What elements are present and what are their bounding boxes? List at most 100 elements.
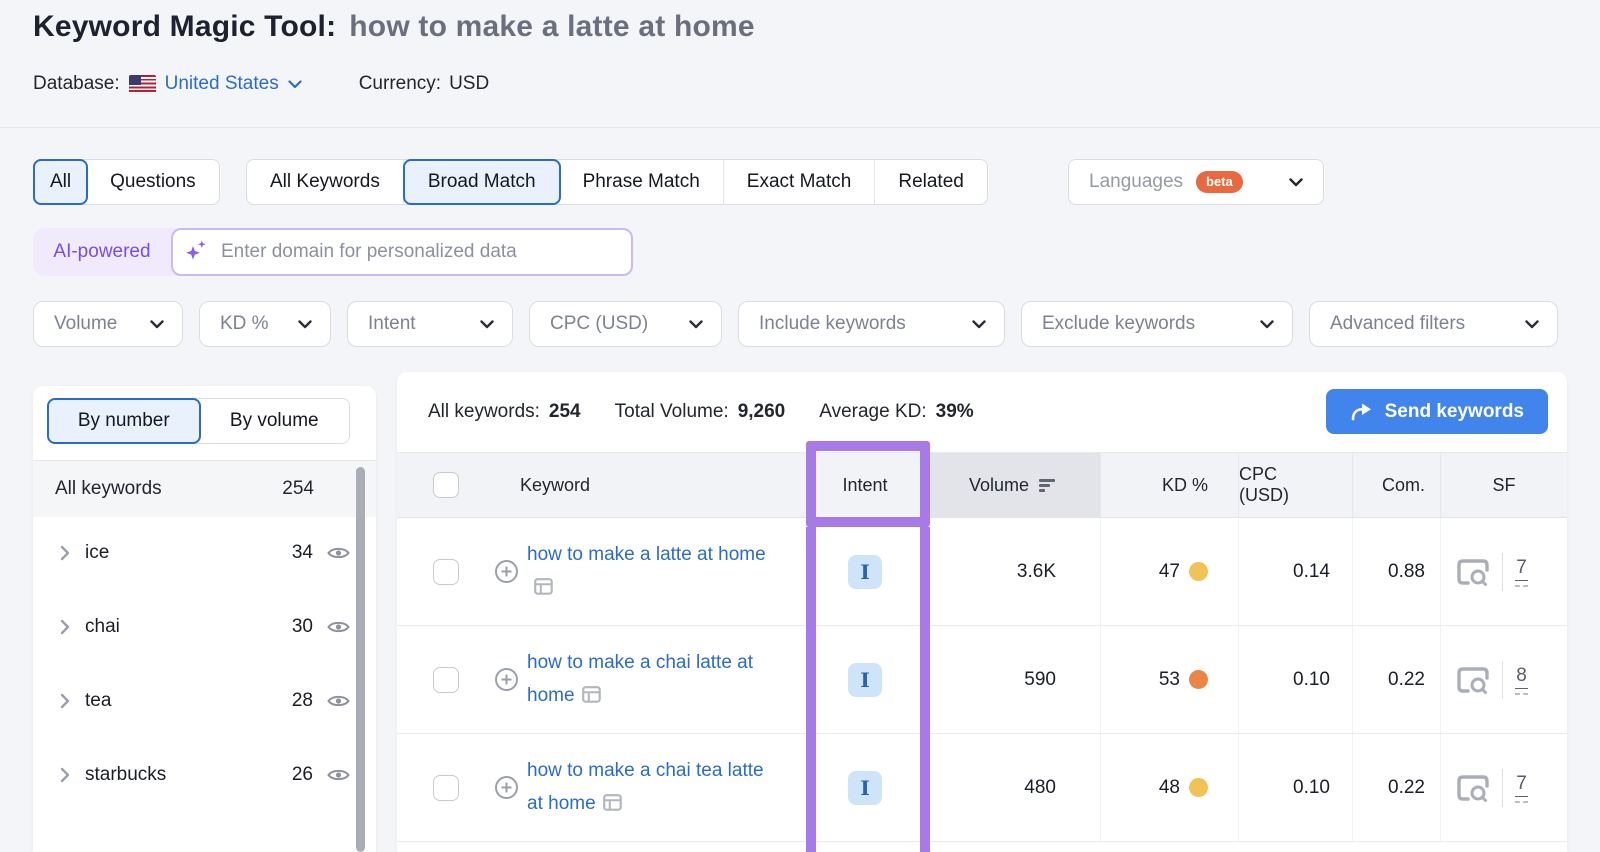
- match-tab-group: All Keywords Broad Match Phrase Match Ex…: [246, 159, 988, 205]
- dashed-underline: [1515, 800, 1528, 803]
- chevron-right-icon[interactable]: [60, 619, 70, 635]
- send-arrow-icon: [1351, 403, 1371, 421]
- keyword-link[interactable]: how to make a latte at home: [527, 543, 766, 565]
- keyword-groups-sidebar: By number By volume All keywords 254 ice…: [33, 386, 376, 852]
- kd-value: 48: [1100, 734, 1238, 841]
- toggle-by-volume[interactable]: By volume: [229, 410, 319, 431]
- serp-features-icon[interactable]: [1456, 773, 1490, 803]
- cpc-value: 0.10: [1238, 626, 1352, 733]
- ai-powered-bar: AI-powered: [33, 228, 633, 276]
- volume-value: 480: [1024, 776, 1056, 798]
- cpc-value: 0.14: [1238, 518, 1352, 625]
- eye-icon[interactable]: [327, 693, 350, 709]
- eye-icon[interactable]: [327, 545, 350, 561]
- header-com: Com.: [1352, 453, 1440, 517]
- tab-exact-match[interactable]: Exact Match: [724, 160, 876, 204]
- group-count: 34: [291, 542, 313, 563]
- row-checkbox[interactable]: [433, 666, 459, 693]
- filter-advanced[interactable]: Advanced filters: [1309, 301, 1558, 347]
- chevron-down-icon: [298, 319, 312, 328]
- ai-powered-label: AI-powered: [53, 241, 151, 262]
- tab-all-keywords[interactable]: All Keywords: [247, 160, 404, 204]
- select-all-checkbox[interactable]: [433, 472, 459, 498]
- cpc-value: 0.10: [1238, 734, 1352, 841]
- kd-difficulty-dot: [1189, 670, 1208, 689]
- tab-phrase-match[interactable]: Phrase Match: [560, 160, 724, 204]
- sidebar-item-all-keywords[interactable]: All keywords 254: [33, 461, 376, 517]
- eye-icon[interactable]: [327, 767, 350, 783]
- com-value: 0.22: [1352, 626, 1440, 733]
- serp-features-icon[interactable]: [1456, 557, 1490, 587]
- chevron-down-icon: [1260, 319, 1274, 328]
- cell-divider: [1502, 768, 1503, 807]
- serp-snapshot-icon[interactable]: [534, 573, 553, 606]
- chevron-right-icon[interactable]: [60, 545, 70, 561]
- currency-value: USD: [449, 73, 490, 94]
- add-keyword-icon[interactable]: [494, 775, 519, 800]
- send-keywords-button[interactable]: Send keywords: [1325, 389, 1548, 434]
- domain-input[interactable]: [171, 228, 633, 276]
- header-volume[interactable]: Volume: [930, 453, 1100, 517]
- intent-badge: I: [848, 770, 882, 805]
- filter-include-keywords[interactable]: Include keywords: [738, 301, 1005, 347]
- toggle-by-number[interactable]: By number: [47, 398, 201, 444]
- chevron-down-icon: [288, 79, 302, 88]
- cell-divider: [1502, 552, 1503, 591]
- kd-value: 53: [1100, 626, 1238, 733]
- database-label: Database:: [33, 73, 120, 94]
- sidebar-item-starbucks[interactable]: starbucks 26: [33, 753, 376, 797]
- sf-count-link[interactable]: 7: [1515, 557, 1528, 587]
- database-row: Database: United States Currency: USD: [33, 70, 489, 98]
- database-selector[interactable]: United States: [128, 73, 302, 95]
- tab-related[interactable]: Related: [898, 171, 964, 192]
- us-flag-icon: [128, 74, 156, 94]
- keyword-link[interactable]: how to make a chai tea latte at home: [527, 759, 764, 814]
- keyword-link[interactable]: how to make a chai latte at home: [527, 651, 754, 706]
- filter-volume[interactable]: Volume: [33, 301, 183, 347]
- database-value: United States: [164, 73, 279, 94]
- com-value: 0.22: [1352, 734, 1440, 841]
- header-cpc: CPC (USD): [1238, 453, 1352, 517]
- group-count: 28: [291, 690, 313, 711]
- tab-broad-match[interactable]: Broad Match: [402, 159, 561, 205]
- chevron-right-icon[interactable]: [60, 693, 70, 709]
- chevron-right-icon[interactable]: [60, 767, 70, 783]
- serp-snapshot-icon[interactable]: [602, 789, 622, 822]
- sidebar-item-chai[interactable]: chai 30: [33, 605, 376, 649]
- sf-count-link[interactable]: 8: [1515, 665, 1528, 695]
- serp-snapshot-icon[interactable]: [581, 681, 601, 714]
- row-checkbox[interactable]: [433, 558, 459, 585]
- beta-badge: beta: [1196, 171, 1243, 193]
- filters-row: Volume KD % Intent CPC (USD) Include key…: [33, 301, 1558, 347]
- filter-exclude-keywords[interactable]: Exclude keywords: [1021, 301, 1293, 347]
- chevron-down-icon: [1525, 319, 1539, 328]
- kd-difficulty-dot: [1189, 778, 1208, 797]
- add-keyword-icon[interactable]: [494, 667, 519, 692]
- languages-label: Languages: [1089, 171, 1184, 192]
- filter-intent[interactable]: Intent: [347, 301, 513, 347]
- table-summary: All keywords: 254 Total Volume: 9,260 Av…: [428, 372, 974, 452]
- sidebar-item-tea[interactable]: tea 28: [33, 679, 376, 723]
- domain-input-wrap: [171, 228, 633, 276]
- eye-icon[interactable]: [327, 619, 350, 635]
- cell-divider: [1502, 660, 1503, 699]
- sidebar-item-ice[interactable]: ice 34: [33, 531, 376, 575]
- currency-row: Currency: USD: [359, 73, 489, 95]
- header-divider: [0, 127, 1600, 128]
- table-row: how to make a chai latte at home I 590 5…: [397, 626, 1567, 734]
- group-count: 30: [291, 616, 313, 637]
- filter-kd[interactable]: KD %: [199, 301, 331, 347]
- add-keyword-icon[interactable]: [494, 559, 519, 584]
- row-checkbox[interactable]: [433, 774, 459, 801]
- kd-difficulty-dot: [1189, 562, 1208, 581]
- header-kd: KD %: [1100, 453, 1238, 517]
- serp-features-icon[interactable]: [1456, 665, 1490, 695]
- filter-cpc[interactable]: CPC (USD): [529, 301, 722, 347]
- stat-all-keywords: All keywords: 254: [428, 401, 581, 422]
- sf-count-link[interactable]: 7: [1515, 773, 1528, 803]
- sidebar-scrollbar[interactable]: [356, 467, 365, 852]
- languages-dropdown[interactable]: Languages beta: [1068, 159, 1324, 205]
- tab-questions[interactable]: Questions: [110, 171, 196, 192]
- tab-all[interactable]: All: [33, 159, 89, 205]
